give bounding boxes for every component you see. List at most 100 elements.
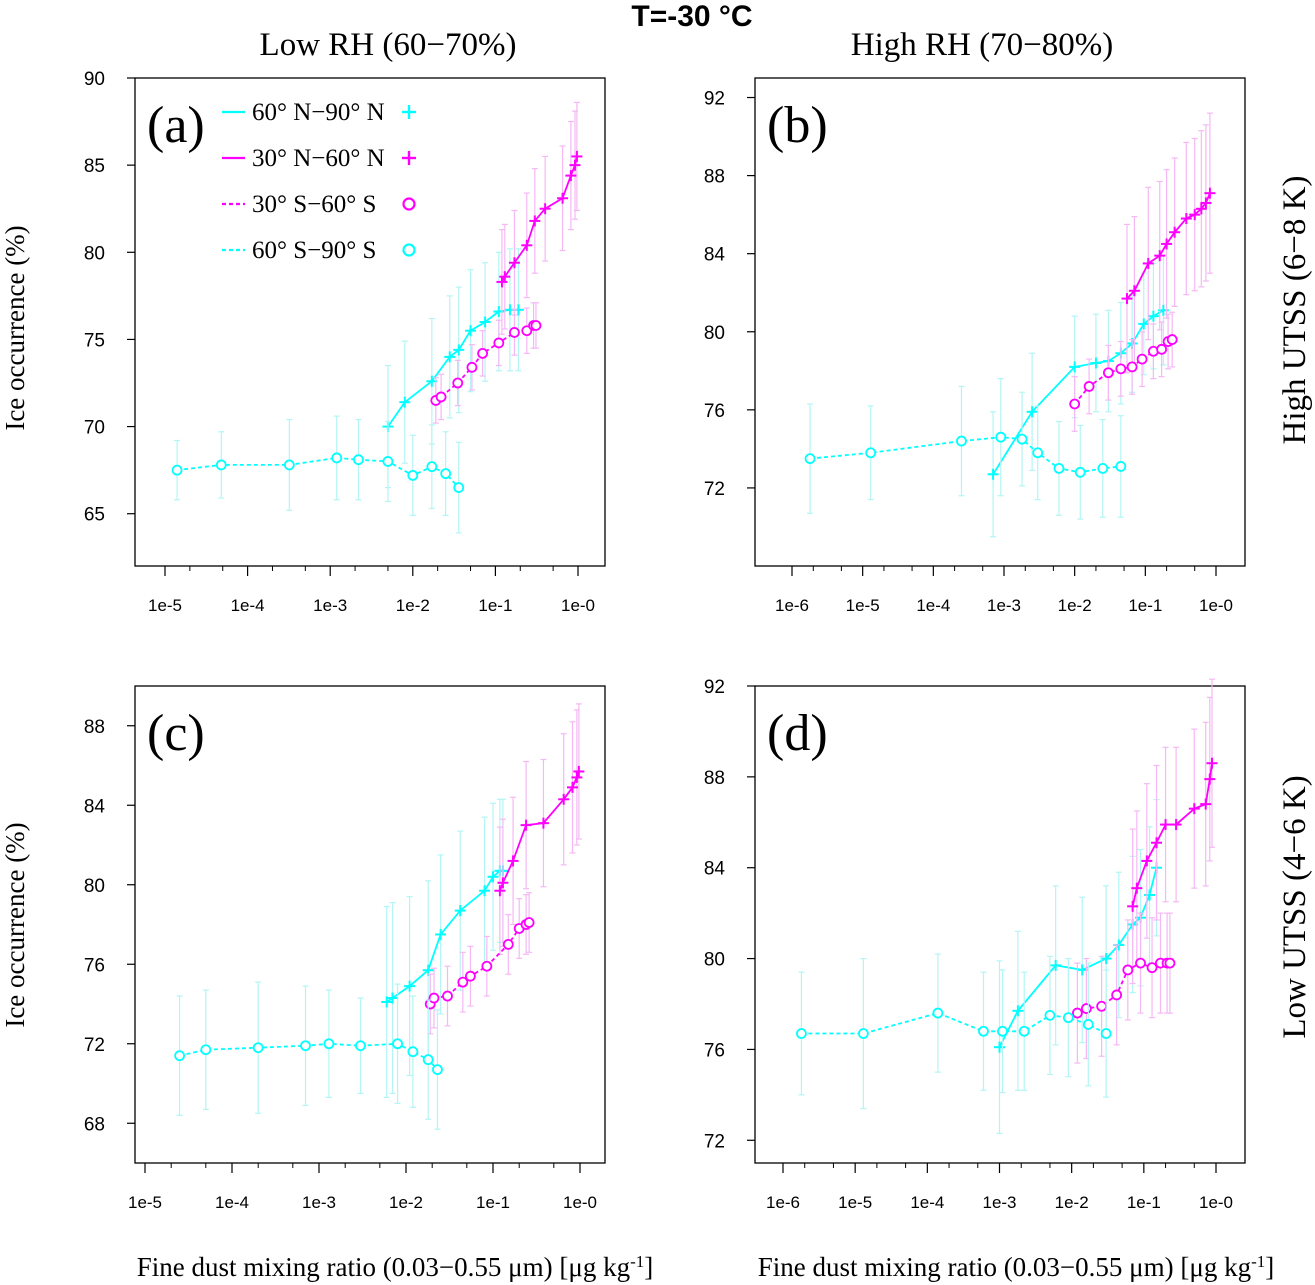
data-point-plus — [1131, 882, 1143, 894]
figure-title: T=-30 °C — [631, 0, 752, 33]
data-point-plus — [1147, 310, 1159, 322]
x-tick-label: 1e-0 — [563, 1193, 597, 1212]
series-1 — [496, 101, 583, 335]
y-tick-label: 80 — [704, 950, 725, 971]
data-point-plus — [1169, 226, 1181, 238]
data-point-plus — [453, 344, 465, 356]
x-tick-label: 1e-4 — [231, 596, 265, 615]
y-tick-label: 76 — [704, 401, 725, 422]
data-point-plus — [1195, 203, 1207, 215]
panel-b: 72 76 80 84 88 92 1e-6 1e-5 1e-4 1e-3 1e-2 1e-1 1e-0… — [704, 77, 1246, 615]
data-point-plus — [1189, 209, 1201, 221]
data-point-plus — [399, 396, 411, 408]
panel-label: (a) — [147, 97, 205, 154]
data-point-plus — [567, 781, 579, 793]
data-point-plus — [454, 905, 466, 917]
data-point-circle — [1016, 433, 1028, 445]
legend-entry-0: 60° N−90° N — [222, 99, 416, 126]
y-tick-label: 85 — [84, 156, 105, 177]
series-line — [435, 324, 536, 402]
data-point-circle — [382, 456, 394, 467]
x-tick-label: 1e-4 — [916, 596, 950, 615]
data-point-plus — [987, 468, 999, 480]
data-point-circle — [452, 377, 464, 389]
series-2 — [1069, 311, 1178, 432]
x-tick-label: 1e-5 — [128, 1193, 162, 1212]
x-tick-label: 1e-4 — [215, 1193, 249, 1212]
data-point-circle — [440, 468, 452, 480]
series-0 — [987, 255, 1169, 538]
data-point-plus — [1206, 757, 1218, 769]
panel-a: 65 70 75 80 85 90 1e-5 1e-4 1e-3 1e-2 1e-1 1e-0 (a) — [84, 69, 606, 615]
data-point-circle — [1053, 462, 1065, 474]
data-point-plus — [569, 159, 581, 171]
series-2 — [1071, 912, 1176, 1064]
data-point-plus — [1160, 819, 1172, 831]
y-tick-label: 65 — [84, 505, 105, 526]
legend: 60° N−90° N 30° N−60° N 30° S−60° S 60° S−9… — [222, 99, 416, 264]
data-point-circle — [523, 917, 535, 928]
data-point-plus — [404, 980, 416, 992]
data-point-circle — [1164, 957, 1176, 969]
legend-label: 60° N−90° N — [252, 99, 385, 126]
data-point-plus — [1100, 953, 1112, 965]
data-point-plus — [1170, 819, 1182, 831]
x-axis-label-left: Fine dust mixing ratio (0.03−0.55 μm) [μ… — [137, 1252, 654, 1283]
data-point-plus — [1142, 257, 1154, 269]
data-point-plus — [1204, 773, 1216, 785]
data-point-circle — [1080, 1003, 1092, 1014]
data-point-plus — [1200, 197, 1212, 209]
panel-label: (b) — [767, 97, 828, 154]
data-point-plus — [571, 150, 583, 162]
data-point-circle — [1032, 447, 1044, 459]
data-point-plus — [1128, 285, 1140, 297]
data-point-circle — [428, 992, 440, 1004]
data-point-plus — [507, 855, 519, 867]
series-0 — [381, 798, 509, 1099]
data-point-plus — [1026, 406, 1038, 418]
y-tick-label: 70 — [84, 418, 105, 439]
panel-label: (c) — [147, 705, 205, 762]
data-point-plus — [1161, 238, 1173, 250]
series-3 — [171, 415, 465, 534]
data-point-circle — [1136, 353, 1148, 365]
data-point-circle — [1044, 1009, 1056, 1021]
legend-entry-2: 30° S−60° S — [222, 191, 416, 218]
x-tick-label: 1e-5 — [838, 1193, 872, 1212]
y-tick-label: 92 — [704, 89, 725, 110]
data-point-circle — [804, 453, 816, 465]
data-point-circle — [331, 452, 343, 464]
data-point-plus — [465, 325, 477, 337]
x-tick-label: 1e-3 — [982, 1193, 1016, 1212]
data-point-circle — [1102, 367, 1114, 379]
data-point-plus — [497, 877, 509, 889]
legend-entry-3: 60° S−90° S — [222, 237, 416, 264]
data-point-circle — [932, 1007, 944, 1019]
x-tick-label: 1e-4 — [910, 1193, 944, 1212]
y-tick-label: 88 — [84, 717, 105, 738]
data-point-plus — [1144, 889, 1156, 901]
data-point-plus — [520, 819, 532, 831]
x-tick-label: 1e-0 — [1199, 596, 1233, 615]
series-2 — [430, 302, 542, 424]
data-point-plus — [994, 1041, 1005, 1053]
data-point-circle — [865, 447, 877, 459]
y-tick-label: 80 — [84, 243, 105, 264]
data-point-circle — [252, 1042, 264, 1054]
data-point-circle — [978, 1025, 989, 1037]
data-point-circle — [493, 337, 505, 349]
data-point-circle — [171, 464, 183, 476]
data-point-plus — [565, 170, 577, 182]
data-point-plus — [557, 192, 569, 204]
data-point-circle — [1122, 964, 1134, 976]
data-point-circle — [215, 459, 227, 471]
data-point-circle — [1083, 381, 1095, 392]
x-tick-label: 1e-5 — [148, 596, 182, 615]
data-point-circle — [1115, 363, 1127, 375]
plot-frame — [134, 77, 606, 567]
data-point-circle — [1018, 1025, 1030, 1037]
x-tick-label: 1e-2 — [389, 1193, 423, 1212]
series-line — [1076, 962, 1170, 1014]
data-point-plus — [1050, 959, 1062, 971]
